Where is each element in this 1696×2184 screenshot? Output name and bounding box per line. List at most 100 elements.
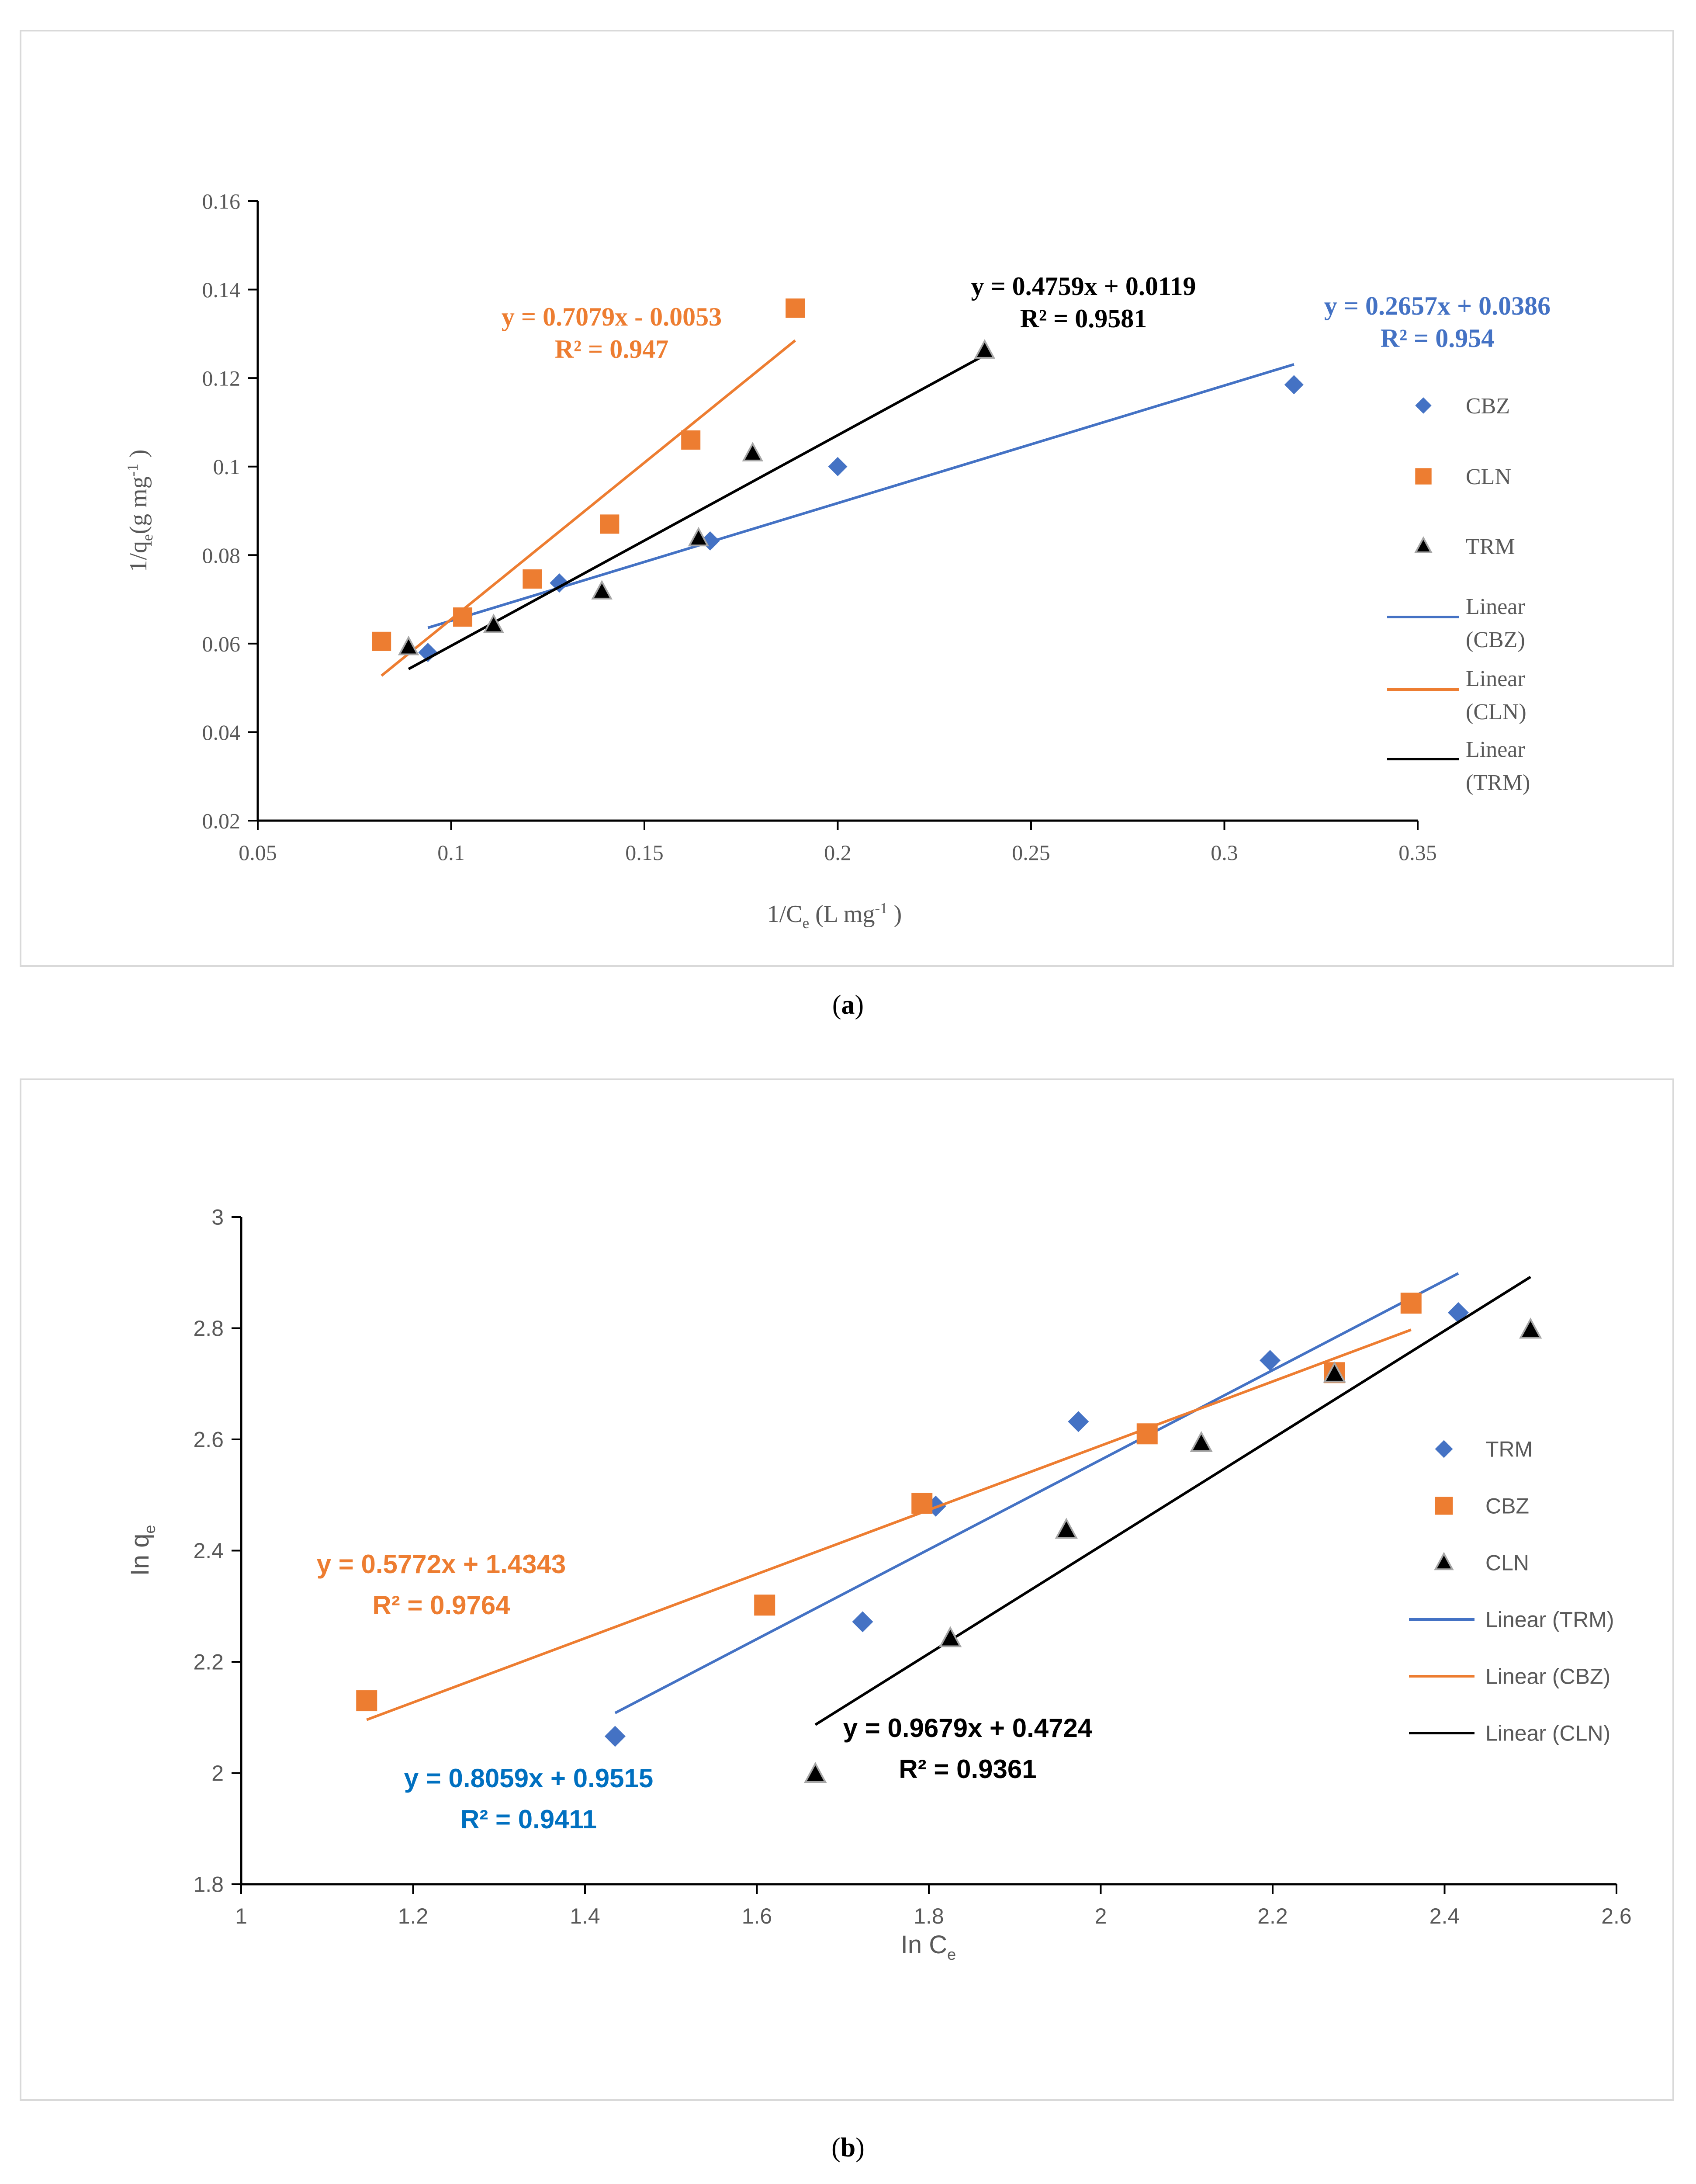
legend-label: CLN	[1485, 1551, 1529, 1575]
point-cln	[1323, 1361, 1346, 1383]
x-tick-label: 1.6	[742, 1904, 772, 1928]
legend-trend-cbz: Linear (CBZ)	[1387, 594, 1525, 652]
legend-item-cbz: CBZ	[1415, 394, 1510, 419]
x-tick-label: 0.2	[824, 840, 851, 865]
legend-trend-trm: Linear (TRM)	[1387, 737, 1530, 795]
legend-item-trm: TRM	[1435, 1437, 1533, 1462]
series-cln: y = 0.9679x + 0.4724 R² = 0.9361	[804, 1276, 1542, 1784]
equation-cln: y = 0.9679x + 0.4724	[843, 1713, 1093, 1743]
legend-trend-label: (CBZ)	[1466, 627, 1525, 652]
y-tick-label: 0.04	[202, 720, 241, 745]
y-tick-label: 2.2	[193, 1650, 224, 1674]
point-cln	[453, 607, 473, 627]
legend-marker-cbz	[1415, 397, 1432, 414]
point-cln	[523, 569, 542, 589]
point-trm	[1068, 1411, 1089, 1432]
legend-trend-label: Linear	[1466, 737, 1525, 762]
point-trm	[591, 580, 613, 600]
point-trm	[852, 1611, 873, 1633]
point-trm	[974, 339, 996, 359]
trendline-cln	[814, 1276, 1531, 1726]
y-tick-label: 2	[211, 1761, 224, 1785]
point-trm	[742, 442, 764, 461]
y-tick-label: 0.16	[202, 189, 241, 214]
r2-cbz: R² = 0.9764	[372, 1591, 510, 1620]
series-cbz: y = 0.5772x + 1.4343 R² = 0.9764	[317, 1293, 1422, 1721]
point-trm	[1260, 1350, 1281, 1371]
point-trm	[604, 1726, 626, 1747]
legend-trend-label: Linear (CBZ)	[1485, 1664, 1610, 1689]
y-tick-label: 1.8	[193, 1872, 224, 1897]
point-cln	[600, 514, 620, 534]
x-tick-label: 2.4	[1429, 1904, 1460, 1928]
point-cln	[372, 631, 391, 651]
y-tick-label: 0.08	[202, 543, 241, 568]
series-cln: y = 0.7079x - 0.0053 R² = 0.947	[372, 298, 805, 677]
y-tick-label: 0.02	[202, 809, 241, 833]
x-axis-label: 1/Ce (L mg-1 )	[767, 900, 902, 932]
r2-cln: R² = 0.9361	[899, 1754, 1036, 1784]
point-cbz	[1284, 375, 1304, 395]
x-tick-label: 0.1	[437, 840, 465, 865]
legend-trend-cln: Linear (CLN)	[1387, 666, 1526, 725]
x-tick-label: 1.4	[570, 1904, 600, 1928]
caption-b: (b)	[831, 2133, 865, 2163]
x-tick-label: 0.25	[1012, 840, 1050, 865]
legend-item-cln: CLN	[1434, 1551, 1529, 1575]
y-tick-label: 2.4	[193, 1539, 224, 1563]
r2-cln: R² = 0.947	[555, 335, 669, 364]
point-cbz	[828, 457, 848, 476]
r2-cbz: R² = 0.954	[1381, 324, 1495, 353]
legend-trend-cln: Linear (CLN)	[1409, 1721, 1610, 1746]
legend-trend-cbz: Linear (CBZ)	[1409, 1664, 1610, 1689]
point-cln	[804, 1761, 827, 1783]
legend-label: CBZ	[1466, 394, 1510, 419]
x-tick-label: 0.3	[1211, 840, 1238, 865]
caption-a: (a)	[832, 990, 864, 1020]
series-trm: y = 0.4759x + 0.0119 R² = 0.9581	[398, 272, 1196, 670]
chart-a: 0.02 0.04 0.06 0.08 0.1 0.12 0.14 0.16 0.05 0.1 0.…	[124, 189, 1551, 932]
point-cln	[786, 298, 805, 318]
trendline-trm	[614, 1272, 1459, 1714]
r2-trm: R² = 0.9581	[1020, 304, 1147, 333]
y-axis-label: In qe	[126, 1525, 159, 1576]
x-tick-label: 0.05	[239, 840, 277, 865]
equation-cbz: y = 0.5772x + 1.4343	[317, 1550, 566, 1579]
x-tick-label: 0.15	[625, 840, 664, 865]
chart-b: 1.8 2 2.2 2.4 2.6 2.8 3 1 1.2 1.4 1.6 1.8 2 2.2 2.4 2.6…	[126, 1205, 1632, 1964]
y-tick-label: 0.1	[213, 454, 241, 479]
equation-cbz: y = 0.2657x + 0.0386	[1324, 291, 1551, 320]
equation-cln: y = 0.7079x - 0.0053	[502, 302, 722, 331]
legend-trend-label: Linear (TRM)	[1485, 1608, 1614, 1632]
point-cbz	[1136, 1423, 1158, 1445]
chart-panel-a	[20, 30, 1674, 967]
point-cln	[1055, 1518, 1078, 1539]
legend-trend-trm: Linear (TRM)	[1409, 1608, 1614, 1632]
point-trm	[483, 614, 505, 633]
r2-trm: R² = 0.9411	[460, 1805, 597, 1834]
point-cln	[1190, 1431, 1213, 1452]
legend-trend-label: (CLN)	[1466, 700, 1526, 725]
series-cbz: y = 0.2657x + 0.0386 R² = 0.954	[418, 291, 1551, 662]
legend-label: TRM	[1466, 534, 1515, 559]
y-tick-label: 0.06	[202, 631, 241, 656]
point-cbz	[1400, 1293, 1422, 1314]
point-cbz	[911, 1493, 933, 1514]
point-cln	[939, 1626, 962, 1647]
point-cbz	[754, 1595, 775, 1616]
legend-marker-cbz	[1435, 1497, 1453, 1515]
y-axis-label: 1/qe(g mg-1 )	[124, 449, 156, 572]
equation-trm: y = 0.8059x + 0.9515	[404, 1764, 654, 1793]
point-cln	[681, 430, 701, 450]
point-trm	[688, 527, 710, 547]
x-tick-label: 1	[235, 1904, 247, 1928]
point-trm	[398, 635, 419, 655]
y-tick-label: 3	[211, 1205, 224, 1230]
legend-trend-label: Linear	[1466, 594, 1525, 619]
x-tick-label: 1.2	[398, 1904, 429, 1928]
legend-label: CBZ	[1485, 1494, 1529, 1518]
y-tick-label: 2.6	[193, 1428, 224, 1452]
equation-trm: y = 0.4759x + 0.0119	[971, 272, 1196, 301]
trendline-cbz	[366, 1328, 1412, 1721]
